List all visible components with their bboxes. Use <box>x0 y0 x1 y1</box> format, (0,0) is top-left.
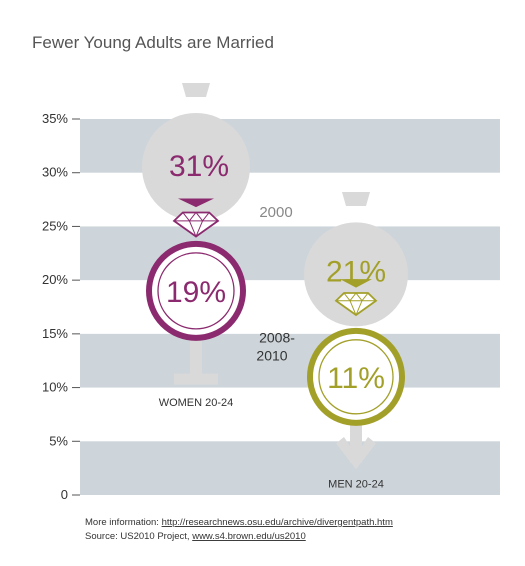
ring-2010-men <box>307 327 405 426</box>
men-pictograph: 21%11%MEN 20-24 <box>304 192 408 490</box>
y-tick-label: 35% <box>42 111 68 126</box>
ring-2000-men <box>304 222 408 327</box>
year-2010-label: 2008- <box>259 329 295 345</box>
ring-2000-gem-top <box>342 192 370 207</box>
mars-arrow-icon <box>336 436 376 470</box>
year-2010-label-line2: 2010 <box>256 348 287 364</box>
venus-cross-stem <box>190 330 202 383</box>
y-tick-label: 20% <box>42 272 68 287</box>
grid-band <box>80 226 500 281</box>
grid-band <box>80 333 500 388</box>
y-tick-label: 10% <box>42 380 68 395</box>
venus-cross-bar <box>174 373 218 385</box>
y-tick-label: 30% <box>42 165 68 180</box>
diamond-facets <box>174 212 218 238</box>
year-2000-label: 2000 <box>259 204 292 221</box>
women-arrow-icon <box>178 198 214 208</box>
ring-2010-women-inner <box>157 252 235 330</box>
men-arrow-icon <box>340 279 372 288</box>
y-tick-label: 25% <box>42 218 68 233</box>
women-pictograph: 31% 19% WOMEN 20-24 <box>142 83 250 409</box>
grid-band <box>80 441 500 495</box>
ring-2010-men-inner <box>318 339 394 415</box>
more-info-text: More information: http://researchnews.os… <box>85 517 393 528</box>
source-link[interactable]: www.s4.brown.edu/us2010 <box>191 531 306 542</box>
ring-2000-gem-top <box>182 83 210 97</box>
diamond-facets <box>336 292 376 317</box>
women-2010-value: 19% <box>166 276 226 309</box>
chart-title: Fewer Young Adults are Married <box>32 33 274 52</box>
source-text: Source: US2010 Project, www.s4.brown.edu… <box>85 531 306 542</box>
women-2000-value: 31% <box>169 150 229 183</box>
ring-2000-women <box>142 112 250 221</box>
diamond-icon <box>172 211 220 238</box>
ring-2010-women <box>146 240 246 341</box>
more-info-link[interactable]: http://researchnews.osu.edu/archive/dive… <box>162 517 393 528</box>
y-tick-label: 0 <box>61 487 68 502</box>
men-group-label: MEN 20-24 <box>328 478 384 490</box>
y-tick-label: 15% <box>42 326 68 341</box>
men-2010-value: 11% <box>327 362 385 395</box>
footer: More information: http://researchnews.os… <box>85 517 393 542</box>
y-axis: 35% 30% 25% 20% 15% 10% 5% 0 <box>42 111 80 502</box>
y-tick-label: 5% <box>49 433 68 448</box>
diamond-icon <box>334 292 378 317</box>
grid-bands <box>80 119 500 495</box>
women-group-label: WOMEN 20-24 <box>159 397 234 409</box>
